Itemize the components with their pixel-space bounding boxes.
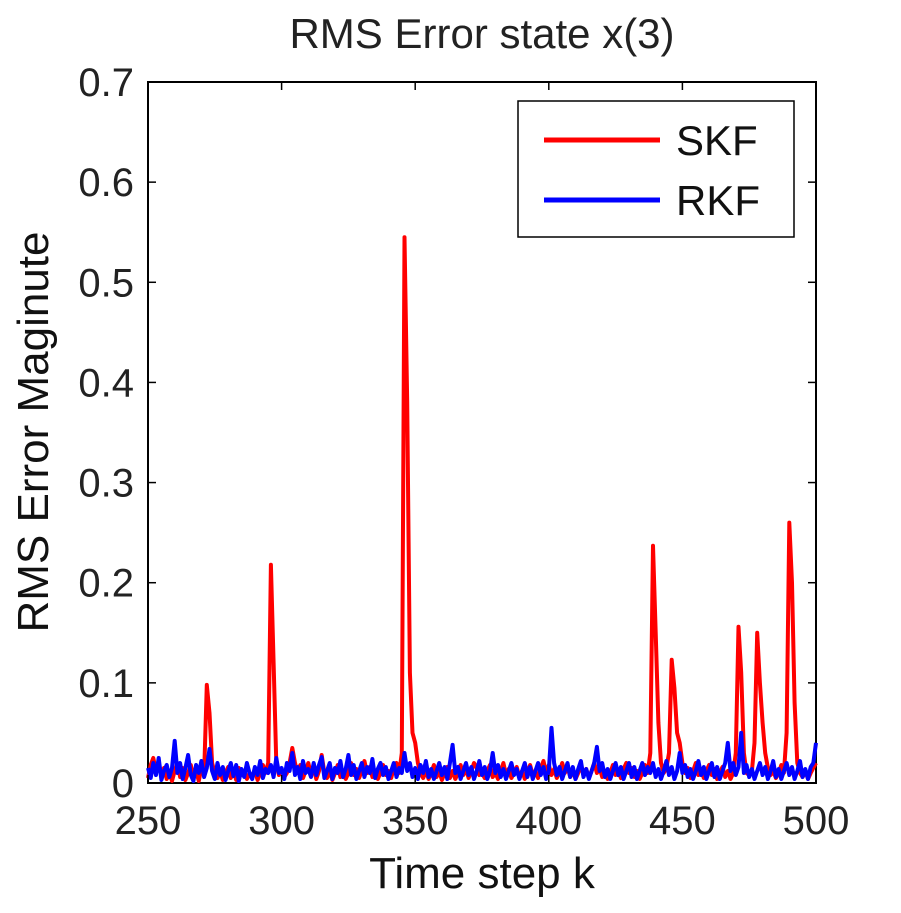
- x-tick-label: 250: [115, 799, 182, 843]
- series-line-rkf: [146, 725, 818, 783]
- legend-box: [517, 100, 795, 238]
- legend: SKF RKF: [517, 100, 795, 238]
- chart-title: RMS Error state x(3): [289, 10, 674, 57]
- axis-ticks: [147, 81, 817, 784]
- y-tick-label: 0.2: [78, 562, 134, 606]
- y-tick-labels: 0 0.1 0.2 0.3 0.4 0.5 0.6 0.7: [78, 61, 134, 806]
- y-tick-label: 0.6: [78, 161, 134, 205]
- x-axis-label: Time step k: [369, 849, 596, 898]
- y-tick-label: 0.4: [78, 361, 134, 405]
- y-tick-label: 0.5: [78, 261, 134, 305]
- x-tick-label: 300: [248, 799, 315, 843]
- x-tick-label: 400: [515, 799, 582, 843]
- y-tick-label: 0.7: [78, 61, 134, 105]
- x-tick-label: 350: [382, 799, 449, 843]
- y-axis-label: RMS Error Maginute: [9, 231, 58, 632]
- legend-label-skf: SKF: [676, 117, 758, 164]
- series-lines: [146, 235, 818, 783]
- x-tick-label: 500: [783, 799, 850, 843]
- y-tick-label: 0: [112, 762, 134, 806]
- y-tick-label: 0.3: [78, 462, 134, 506]
- x-tick-labels: 250 300 350 400 450 500: [115, 799, 850, 843]
- legend-label-rkf: RKF: [676, 177, 760, 224]
- x-tick-label: 450: [649, 799, 716, 843]
- y-tick-label: 0.1: [78, 662, 134, 706]
